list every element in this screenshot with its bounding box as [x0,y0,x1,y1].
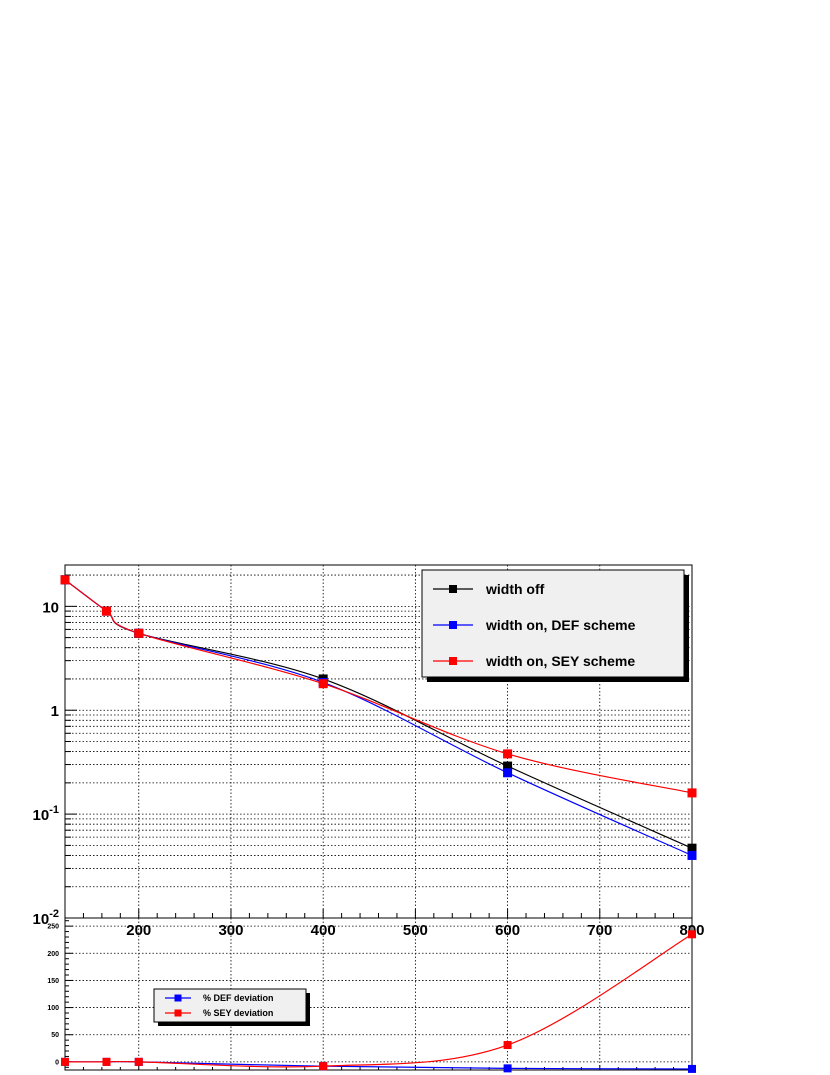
legend-marker [449,621,457,629]
data-point [503,749,513,759]
data-point [503,768,513,778]
data-point [687,843,697,853]
data-point [319,1062,328,1071]
legend-marker [449,657,457,665]
data-point [503,1041,512,1050]
legend: % DEF deviation % SEY deviation [153,988,310,1026]
data-point [102,1057,111,1066]
y-tick-label: 250 [47,924,59,931]
data-point [503,761,513,771]
legend-label: width on, DEF scheme [485,617,636,633]
grid [65,918,693,1070]
x-tick-label: 400 [311,922,336,939]
series-def-deviation [61,1057,696,1073]
data-point [134,1057,143,1066]
data-point [688,1064,696,1073]
y-tick-label: 200 [47,951,59,958]
legend-marker [174,1009,182,1017]
y-tick-label: 50 [51,1032,59,1039]
legend-marker [449,585,457,593]
series-sey-deviation [61,930,696,1071]
data-point [318,679,328,689]
x-ticks [64,909,693,918]
data-point [101,606,111,616]
data-point [60,575,70,585]
legend-label: width on, SEY scheme [485,653,635,669]
y-tick-label: 10-1 [33,804,59,824]
data-point [687,850,697,860]
y-tick-label: 150 [47,978,59,985]
data-point [503,1064,512,1073]
data-point [687,788,697,798]
data-point [134,628,144,638]
data-point [688,930,696,939]
y-ticks [65,574,77,919]
series-width-on-sey-scheme [60,575,697,798]
chart-deviation-panel: 200300400500600700800050100150200250% DE… [47,917,696,1073]
y-tick-label: 1 [51,703,59,720]
y-tick-label: 10-2 [33,908,59,928]
legend: width off width on, DEF scheme width on, S… [421,569,689,682]
y-ticks [65,920,73,1068]
data-point [61,1057,69,1066]
legend-label: % DEF deviation [203,993,274,1003]
legend-box [421,569,685,678]
y-tick-label: 0 [55,1059,59,1066]
legend-marker [174,994,182,1002]
y-tick-label: 10 [42,599,59,616]
y-tick-label: 100 [47,1005,59,1012]
legend-label: % SEY deviation [203,1008,273,1018]
legend-label: width off [485,581,545,597]
